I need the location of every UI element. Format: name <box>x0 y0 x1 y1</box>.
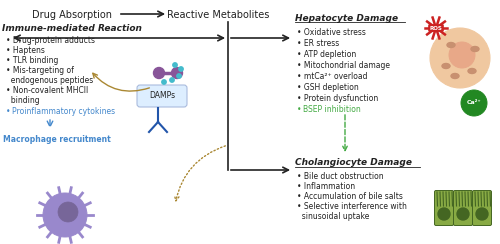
Text: Proinflammatory cytokines: Proinflammatory cytokines <box>12 107 115 116</box>
FancyArrowPatch shape <box>93 73 150 91</box>
Text: • ER stress: • ER stress <box>297 39 339 48</box>
Ellipse shape <box>447 42 455 48</box>
Text: • Drug-protein adducts: • Drug-protein adducts <box>6 36 95 45</box>
Text: Immune-mediated Reaction: Immune-mediated Reaction <box>2 24 142 33</box>
Text: sinusoidal uptake: sinusoidal uptake <box>297 212 370 221</box>
FancyBboxPatch shape <box>472 191 492 225</box>
FancyArrowPatch shape <box>343 115 347 151</box>
Circle shape <box>449 42 475 68</box>
Text: BSEP inhibition: BSEP inhibition <box>303 105 361 114</box>
Text: Hepatocyte Damage: Hepatocyte Damage <box>295 14 398 23</box>
Text: • Selective interference with: • Selective interference with <box>297 202 407 211</box>
Circle shape <box>43 193 87 237</box>
Text: ROS: ROS <box>430 26 442 30</box>
Circle shape <box>177 74 181 78</box>
Text: • mtCa²⁺ overload: • mtCa²⁺ overload <box>297 72 368 81</box>
Text: endogenous peptides: endogenous peptides <box>6 76 93 85</box>
Ellipse shape <box>468 69 476 73</box>
Circle shape <box>172 68 182 79</box>
Text: • Bile duct obstruction: • Bile duct obstruction <box>297 172 384 181</box>
Text: Ca²⁺: Ca²⁺ <box>466 101 481 105</box>
Text: • GSH depletion: • GSH depletion <box>297 83 359 92</box>
Text: •: • <box>297 105 304 114</box>
FancyBboxPatch shape <box>454 191 472 225</box>
Text: • Inflammation: • Inflammation <box>297 182 355 191</box>
Text: • Protein dysfunction: • Protein dysfunction <box>297 94 378 103</box>
Circle shape <box>58 202 78 222</box>
Text: Reactive Metabolites: Reactive Metabolites <box>167 10 269 20</box>
Circle shape <box>461 90 487 116</box>
Text: • Mis-targeting of: • Mis-targeting of <box>6 66 74 75</box>
Text: binding: binding <box>6 96 40 105</box>
Circle shape <box>438 208 450 220</box>
Text: • TLR binding: • TLR binding <box>6 56 59 65</box>
Text: • Haptens: • Haptens <box>6 46 45 55</box>
Circle shape <box>154 68 164 79</box>
FancyBboxPatch shape <box>434 191 454 225</box>
Circle shape <box>162 80 166 84</box>
FancyArrowPatch shape <box>174 146 226 201</box>
Text: Cholangiocyte Damage: Cholangiocyte Damage <box>295 158 412 167</box>
Circle shape <box>179 67 183 71</box>
Text: • Oxidative stress: • Oxidative stress <box>297 28 366 37</box>
Circle shape <box>457 208 469 220</box>
Text: • Mitochondrial damage: • Mitochondrial damage <box>297 61 390 70</box>
Ellipse shape <box>442 63 450 69</box>
Circle shape <box>173 63 177 67</box>
Circle shape <box>170 78 174 82</box>
Text: Drug Absorption: Drug Absorption <box>32 10 112 20</box>
Text: DAMPs: DAMPs <box>149 91 175 100</box>
FancyBboxPatch shape <box>137 85 187 107</box>
Circle shape <box>430 28 490 88</box>
Ellipse shape <box>471 47 479 51</box>
Text: • ATP depletion: • ATP depletion <box>297 50 356 59</box>
Text: • Non-covalent MHCII: • Non-covalent MHCII <box>6 86 88 95</box>
Text: • Accumulation of bile salts: • Accumulation of bile salts <box>297 192 403 201</box>
Text: •: • <box>6 107 13 116</box>
Text: Macrophage recruitment: Macrophage recruitment <box>3 135 111 144</box>
Ellipse shape <box>451 73 459 79</box>
Circle shape <box>476 208 488 220</box>
